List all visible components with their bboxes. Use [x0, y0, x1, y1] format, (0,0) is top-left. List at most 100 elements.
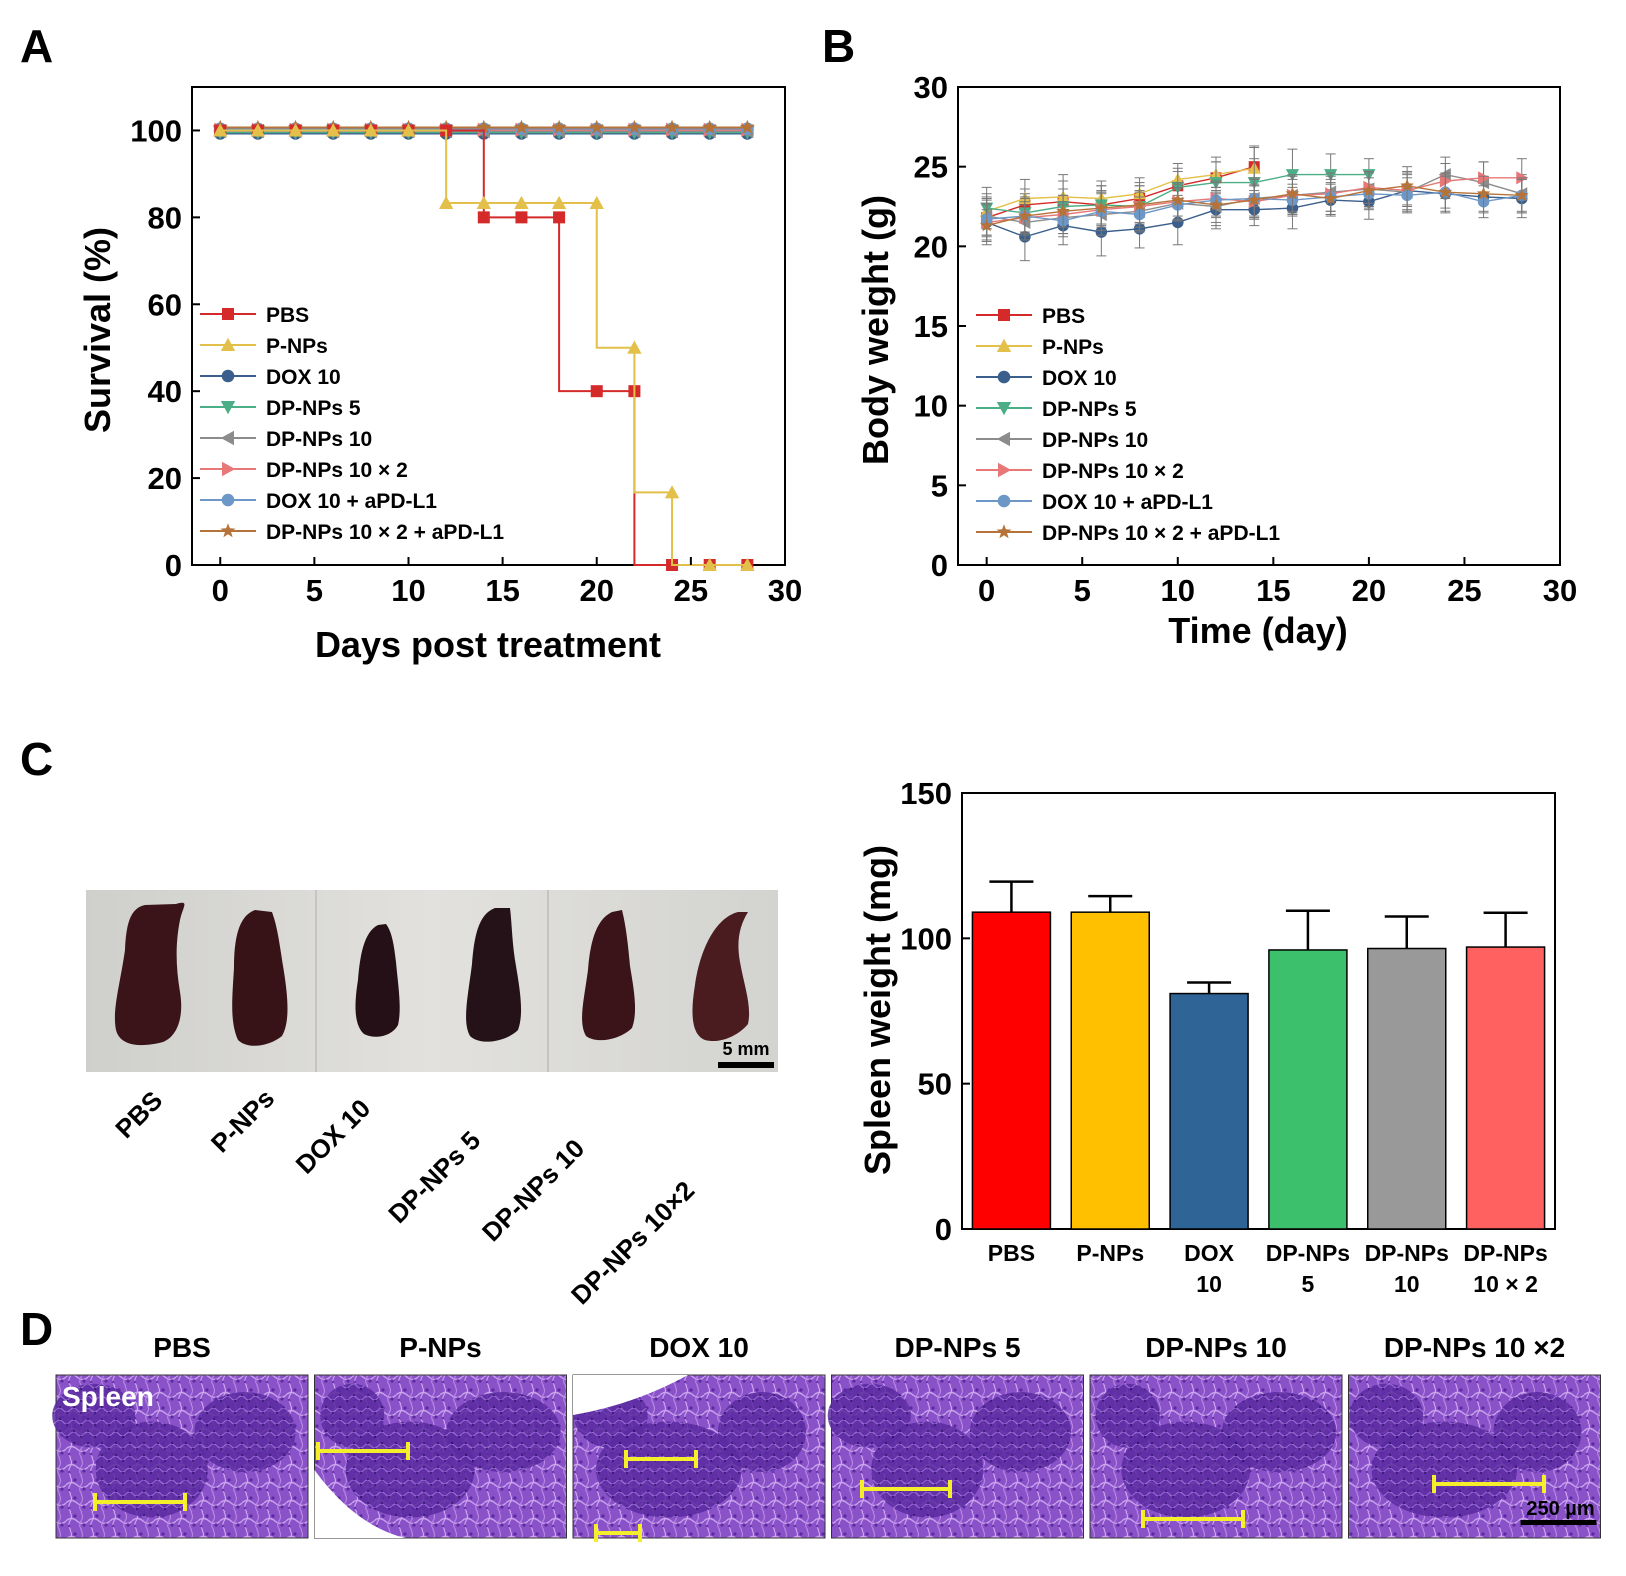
y-tick-label: 150: [900, 776, 952, 811]
x-category-label: DOX: [1184, 1240, 1235, 1266]
weight-point: [979, 218, 994, 232]
x-tick-label: 20: [580, 573, 614, 608]
survival-point: [401, 123, 416, 137]
y-tick-label: 0: [165, 548, 182, 583]
survival-point: [664, 485, 680, 499]
y-tick-label: 100: [130, 113, 182, 148]
chart-c-axes: 0 50 100 150 PBS P-NPs DOX 10 DP-NPs 5 DP-NPs 10 DP-…: [900, 776, 1547, 1297]
weight-point: [1515, 188, 1529, 202]
survival-point: [476, 195, 491, 210]
lymphoid-region: [320, 1383, 385, 1448]
x-category-label: PBS: [988, 1240, 1035, 1266]
photo-label: DP-NPs 10: [476, 1133, 590, 1247]
x-tick-label: 15: [485, 573, 519, 608]
weight-point: [1362, 183, 1376, 197]
legend-label: DP-NPs 10: [1042, 429, 1148, 452]
photo-background: [86, 890, 778, 1072]
chart-a-xlabel: Days post treatment: [315, 624, 661, 665]
chart-c-bars: [971, 880, 1546, 1230]
survival-point: [514, 119, 529, 134]
panel-label-a: A: [20, 20, 53, 72]
lymphoid-region: [1095, 1383, 1160, 1448]
weight-point: [1400, 178, 1414, 192]
histology-title: DOX 10: [649, 1332, 749, 1363]
x-category-label: DP-NPs: [1365, 1240, 1449, 1266]
x-tick-label: 5: [306, 573, 323, 608]
survival-line: [220, 129, 748, 566]
weight-line: [986, 167, 1255, 212]
x-category-label: 10: [1394, 1271, 1420, 1297]
weight-point: [1171, 193, 1185, 206]
legend-label: DOX 10 + aPD-L1: [266, 490, 437, 513]
photo-scale-label: 5 mm: [722, 1039, 769, 1059]
y-tick-label: 15: [914, 309, 948, 344]
lymphoid-region: [1349, 1383, 1424, 1448]
x-tick-label: 10: [1161, 573, 1195, 608]
x-tick-label: 0: [212, 573, 229, 608]
lymphoid-region: [446, 1392, 561, 1473]
survival-point: [325, 123, 341, 137]
histology-tile: [314, 1374, 567, 1539]
survival-point: [553, 211, 566, 224]
legend-marker: [998, 462, 1012, 478]
histology-tile: [1348, 1374, 1601, 1539]
x-category-label: DP-NPs: [1463, 1240, 1547, 1266]
legend-marker: [222, 308, 234, 320]
weight-point: [1247, 193, 1261, 206]
x-tick-label: 25: [674, 573, 708, 608]
lymphoid-region: [1493, 1392, 1582, 1473]
photo-label: PBS: [109, 1085, 168, 1144]
histology-scale-bar: [1520, 1520, 1597, 1525]
y-tick-label: 60: [148, 287, 182, 322]
chart-a-axes: 0 5 10 15 20 25 30 0 20 40 60 80 100: [130, 113, 802, 608]
panel-label-b: B: [822, 20, 855, 72]
chart-b-series: [979, 145, 1529, 262]
legend-marker: [998, 309, 1010, 321]
chart-b-axes: 0 5 10 15 20 25 30 0 5 10 15 20 25 30: [914, 70, 1578, 608]
legend-marker: [221, 369, 235, 383]
histology-tile: [52, 1374, 309, 1539]
weight-point: [1438, 185, 1453, 198]
weight-point: [1209, 197, 1223, 211]
lymphoid-region: [52, 1383, 136, 1448]
lymphoid-region: [718, 1392, 806, 1473]
survival-point: [363, 123, 379, 137]
x-tick-label: 30: [768, 573, 802, 608]
survival-point: [702, 119, 718, 134]
weight-line: [986, 166, 1255, 219]
weight-point: [1438, 168, 1451, 182]
lymphoid-region: [194, 1392, 296, 1473]
bar: [1070, 911, 1150, 1230]
survival-point: [589, 195, 604, 210]
chart-a-frame: [191, 86, 786, 566]
chart-b-ylabel: Body weight (g): [855, 195, 896, 465]
x-tick-label: 15: [1256, 573, 1290, 608]
legend-label: DP-NPs 10 × 2 + aPD-L1: [266, 521, 504, 544]
tissue-edge: [314, 1470, 405, 1538]
histology-panel: PBS Spleen P-NPs DOX 10 DP-NPs 5 DP-NPs 10 DP-…: [52, 1332, 1601, 1542]
legend-marker: [997, 494, 1011, 508]
survival-point: [664, 119, 680, 134]
legend-marker: [221, 493, 235, 507]
survival-point: [551, 195, 567, 210]
weight-point: [1478, 171, 1491, 185]
legend-label: DOX 10: [266, 366, 341, 389]
histology-tile: [1089, 1374, 1343, 1539]
legend-label: P-NPs: [266, 335, 328, 358]
legend-label: DP-NPs 10 × 2 + aPD-L1: [1042, 522, 1280, 545]
histology-tile: [827, 1374, 1084, 1539]
chart-a-series: [212, 119, 755, 571]
legend-label: DP-NPs 5: [1042, 398, 1137, 421]
spleen-weight-chart: 0 50 100 150 PBS P-NPs DOX 10 DP-NPs 5 DP-NPs 10 DP-…: [857, 776, 1556, 1297]
x-category-label: 10: [1196, 1271, 1222, 1297]
y-tick-label: 100: [900, 921, 952, 956]
survival-point: [702, 557, 717, 571]
survival-point: [438, 195, 454, 210]
x-tick-label: 0: [978, 573, 995, 608]
survival-point: [551, 119, 567, 134]
legend-label: DP-NPs 10 × 2: [1042, 460, 1184, 483]
survival-point: [590, 385, 603, 398]
y-tick-label: 10: [914, 389, 948, 424]
